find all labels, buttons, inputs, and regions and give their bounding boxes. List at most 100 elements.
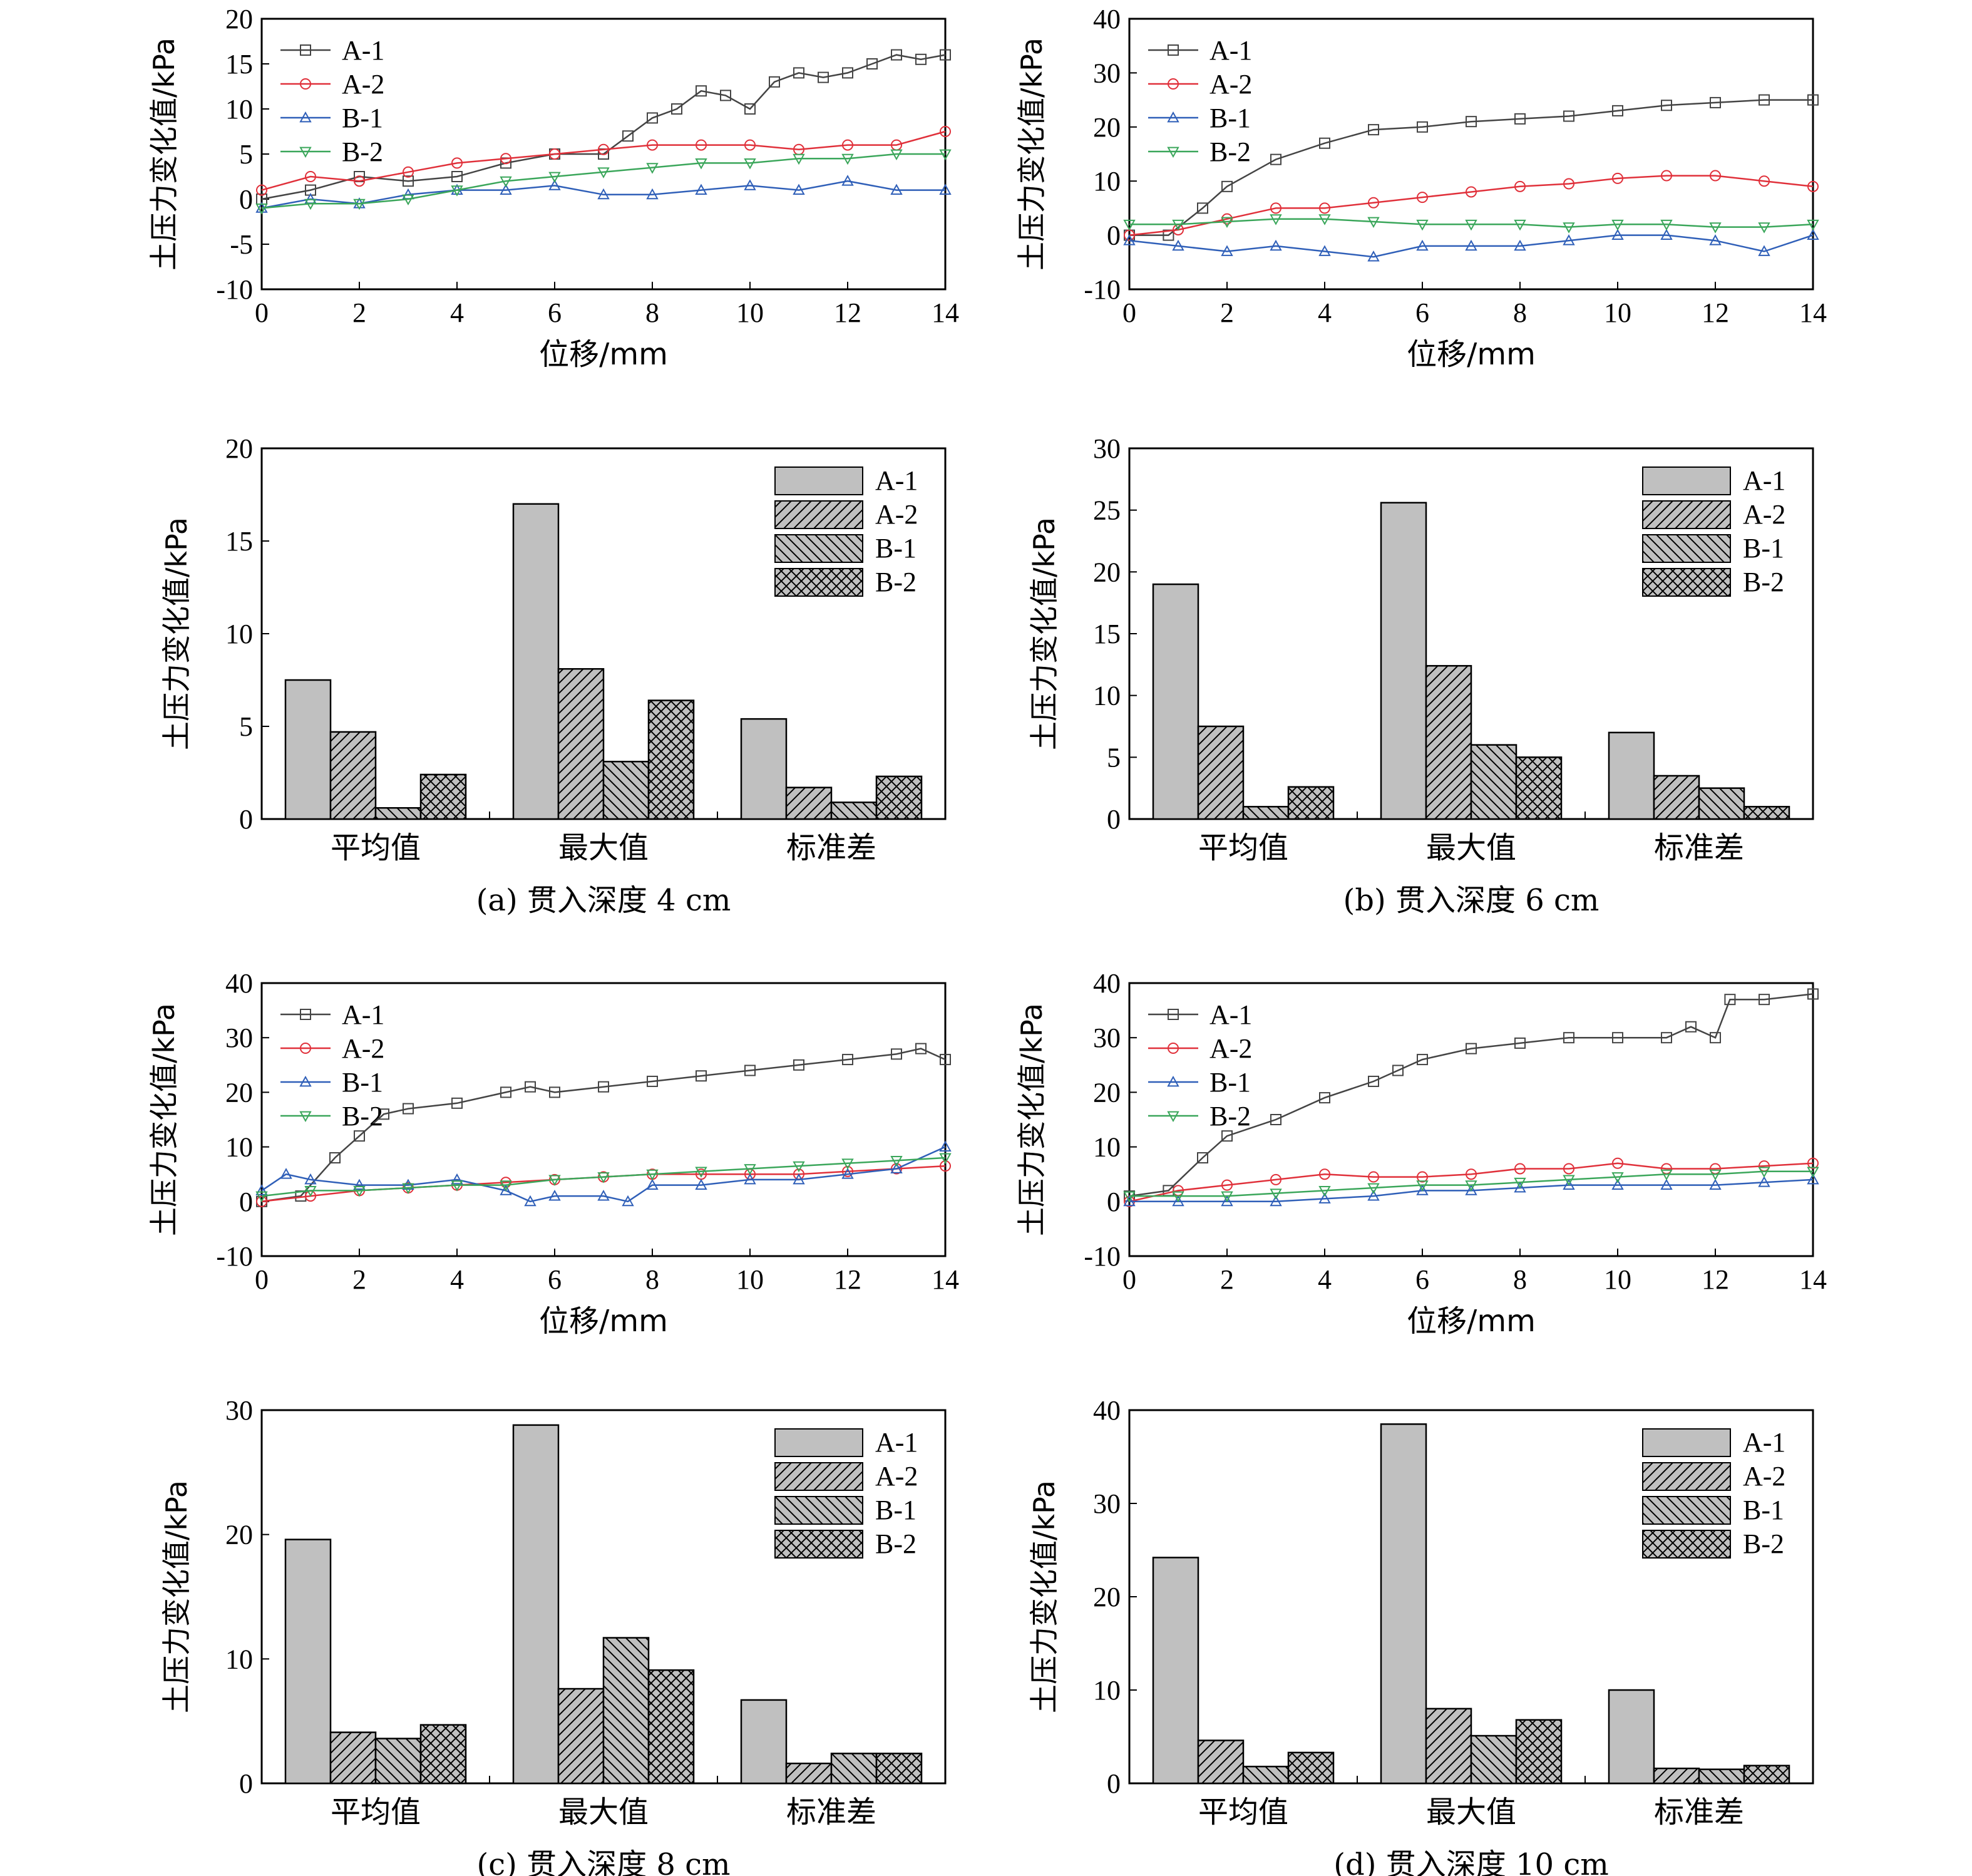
legend-marker (1167, 1111, 1179, 1123)
data-point (1416, 239, 1429, 251)
data-point (1759, 175, 1770, 187)
y-tick-label: -10 (216, 274, 253, 305)
bar-A-1 (512, 1424, 560, 1785)
data-point (1367, 250, 1380, 262)
x-tick-label: 14 (932, 297, 959, 328)
legend-marker (1167, 111, 1179, 123)
category-label: 标准差 (786, 1795, 876, 1830)
data-point (1661, 170, 1672, 182)
legend-label: B-1 (875, 533, 917, 564)
data-point (1807, 180, 1819, 192)
x-tick-label: 2 (352, 297, 366, 328)
series-line (261, 153, 945, 209)
bar-B-2 (1287, 1751, 1335, 1785)
data-point (695, 1178, 707, 1190)
data-point (1807, 219, 1819, 231)
data-point (1197, 1152, 1208, 1164)
y-tick-label: 40 (1093, 4, 1121, 34)
legend-label: A-2 (1743, 499, 1785, 530)
legend-label: A-1 (342, 999, 384, 1030)
data-point (1172, 1195, 1184, 1207)
data-point (842, 139, 853, 151)
legend-label: A-1 (1209, 35, 1252, 66)
bar-B-2 (875, 1753, 923, 1785)
data-point (940, 49, 951, 61)
data-point (1221, 1130, 1233, 1142)
data-point (1172, 239, 1184, 251)
legend-swatch (774, 1428, 863, 1457)
x-tick-label: 2 (1220, 1264, 1234, 1295)
legend-label: B-2 (875, 1528, 917, 1559)
data-point (354, 175, 365, 187)
y-axis-label: 土压力变化值/kPa (147, 1003, 181, 1236)
legend: A-1A-2B-1B-2 (1642, 465, 1785, 597)
category-label: 标准差 (1654, 830, 1744, 865)
data-point (1514, 239, 1526, 251)
y-tick-label: 15 (225, 526, 253, 557)
data-point (891, 1048, 902, 1060)
data-point (1563, 222, 1575, 234)
data-point (1416, 219, 1429, 231)
bar-B-2 (1515, 1719, 1563, 1785)
series-B-2 (255, 149, 952, 215)
data-point (1807, 1173, 1819, 1185)
y-tick-label: 0 (239, 804, 253, 835)
legend-label: B-2 (342, 137, 383, 167)
data-point (1318, 1185, 1331, 1197)
data-point (744, 1064, 756, 1076)
y-axis-label: 土压力变化值/kPa (160, 517, 193, 750)
data-point (451, 157, 463, 169)
y-axis-label: 土压力变化值/kPa (1015, 38, 1049, 271)
y-tick-label: 20 (1093, 1077, 1121, 1108)
data-point (1270, 239, 1282, 251)
data-point (1612, 172, 1623, 184)
legend-swatch (1642, 1496, 1731, 1525)
data-point (1270, 202, 1281, 214)
legend-label: A-2 (1209, 1033, 1252, 1064)
data-point (1270, 1188, 1282, 1200)
data-point (1709, 1169, 1722, 1181)
data-point (1221, 180, 1233, 192)
panel-caption: (d) 贯入深度 10 cm (1333, 1847, 1608, 1876)
y-tick-label: 0 (239, 184, 253, 215)
data-point (647, 139, 658, 151)
legend-swatch (774, 1462, 863, 1491)
data-point (525, 1081, 536, 1093)
data-point (1172, 219, 1184, 231)
legend-swatch (774, 466, 863, 495)
data-point (646, 1178, 659, 1190)
bar-A-2 (1425, 665, 1472, 820)
data-point (1710, 1032, 1721, 1044)
bar-B-1 (602, 1637, 650, 1785)
series-line (261, 130, 946, 191)
y-tick-label: 5 (239, 139, 253, 170)
series-A-1 (1124, 94, 1819, 241)
data-point (1514, 1177, 1526, 1189)
data-point (622, 1195, 634, 1207)
data-point (696, 85, 707, 97)
legend-swatch (774, 1530, 863, 1559)
bar-A-2 (1425, 1708, 1472, 1785)
data-point (1197, 202, 1208, 214)
y-tick-label: 30 (1093, 1488, 1121, 1519)
y-tick-label: 15 (1093, 619, 1121, 649)
data-point (1368, 197, 1379, 209)
category-label: 最大值 (558, 830, 649, 865)
legend-marker (300, 78, 311, 90)
legend-label: B-1 (1209, 103, 1251, 133)
bar-chart-a: 0 5 10 15 20 土压力变化值/kPa 平均值 最大值 标准差 A-1A-2B-1B-2 (… (160, 433, 947, 918)
data-point (255, 204, 268, 215)
data-point (500, 176, 512, 188)
data-point (1221, 1195, 1233, 1207)
data-point (1466, 1168, 1477, 1180)
y-tick-label: 20 (1093, 1582, 1121, 1612)
x-tick-label: 14 (1799, 1264, 1827, 1295)
data-point (524, 1195, 537, 1207)
x-tick-label: 0 (1122, 1264, 1136, 1295)
panel-caption: (a) 贯入深度 4 cm (476, 883, 731, 918)
y-tick-label: 20 (1093, 557, 1121, 587)
y-axis-label: 土压力变化值/kPa (147, 38, 181, 271)
plot-frame (1128, 982, 1814, 1257)
panel-caption: (c) 贯入深度 8 cm (476, 1847, 730, 1876)
legend-label: A-2 (342, 69, 384, 100)
